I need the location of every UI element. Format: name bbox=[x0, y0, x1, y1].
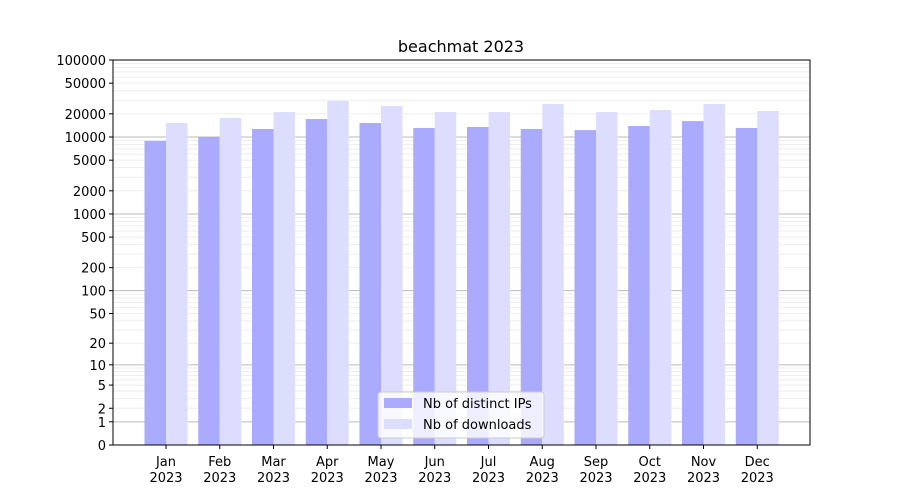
x-tick-label-line: 2023 bbox=[526, 471, 559, 486]
x-tick-label-line: Jan bbox=[155, 455, 176, 470]
y-axis: 0 12 5 10 20 50 100 200 500 1000 2000 5000 10000 2000… bbox=[56, 54, 113, 454]
bar-distinct-ips bbox=[144, 140, 166, 445]
x-tick-label-line: May bbox=[368, 455, 395, 470]
x-tick-label-line: 2023 bbox=[257, 471, 290, 486]
bar-distinct-ips bbox=[198, 136, 220, 446]
bar-downloads bbox=[434, 112, 457, 446]
bar-distinct-ips bbox=[735, 127, 758, 445]
x-tick-label-line: Jul bbox=[480, 455, 497, 470]
x-tick-label-line: 2023 bbox=[149, 471, 182, 486]
bar-distinct-ips bbox=[467, 126, 489, 445]
x-tick-label-line: Mar bbox=[261, 455, 286, 470]
chart-title: beachmat 2023 bbox=[398, 37, 524, 56]
bar-downloads bbox=[488, 112, 510, 446]
y-tick-label: 1 bbox=[98, 416, 106, 431]
x-tick-label-line: 2023 bbox=[364, 471, 397, 486]
y-tick-label: 20 bbox=[89, 337, 106, 352]
x-tick-label-line: 2023 bbox=[633, 471, 666, 486]
bar-distinct-ips bbox=[520, 129, 543, 445]
x-tick-label-line: 2023 bbox=[311, 471, 344, 486]
bar-distinct-ips bbox=[628, 125, 650, 445]
bar-downloads bbox=[703, 104, 725, 445]
x-tick-label-line: 2023 bbox=[203, 471, 236, 486]
legend: Nb of distinct IPs Nb of downloads bbox=[377, 391, 545, 439]
y-tick-label: 50000 bbox=[65, 77, 106, 92]
legend-swatch bbox=[384, 419, 412, 429]
x-tick-label: May 2023 bbox=[364, 455, 397, 486]
bar-distinct-ips bbox=[359, 122, 381, 445]
y-tick-label: 10000 bbox=[65, 131, 106, 146]
x-tick-label: Jun 2023 bbox=[418, 455, 451, 486]
x-tick-label: Oct 2023 bbox=[633, 455, 666, 486]
x-tick-label-line: Apr bbox=[316, 455, 339, 470]
y-tick-label: 0 bbox=[98, 439, 106, 454]
y-tick-label: 5000 bbox=[73, 154, 106, 169]
x-tick-label: Aug 2023 bbox=[526, 455, 559, 486]
bar-downloads bbox=[273, 112, 295, 446]
plot-frame bbox=[112, 59, 811, 446]
x-tick-label: Nov 2023 bbox=[687, 455, 720, 486]
y-tick-label: 10 bbox=[89, 359, 106, 374]
legend-box bbox=[377, 391, 545, 439]
x-tick-label: Mar 2023 bbox=[257, 455, 290, 486]
bar-distinct-ips bbox=[305, 119, 328, 445]
y-tick-label: 1000 bbox=[73, 208, 106, 223]
bar-downloads bbox=[219, 117, 242, 445]
y-tick-label: 500 bbox=[81, 231, 106, 246]
x-tick-label-line: 2023 bbox=[472, 471, 505, 486]
x-tick-label-line: Jun bbox=[424, 455, 445, 470]
x-tick-label-line: Sep bbox=[584, 455, 609, 470]
legend-label: Nb of downloads bbox=[423, 418, 532, 433]
x-tick-label: Dec 2023 bbox=[741, 455, 774, 486]
bar-distinct-ips bbox=[574, 130, 596, 445]
bar-downloads bbox=[542, 104, 564, 445]
legend-swatch bbox=[384, 398, 412, 408]
x-tick-label-line: Dec bbox=[745, 455, 770, 470]
bar-distinct-ips bbox=[413, 127, 435, 445]
x-tick-label-line: 2023 bbox=[418, 471, 451, 486]
x-tick-label-line: Nov bbox=[691, 455, 717, 470]
bars bbox=[144, 100, 779, 446]
y-tick-label: 200 bbox=[81, 262, 106, 277]
x-tick-label-line: 2023 bbox=[579, 471, 612, 486]
x-tick-label: Jan 2023 bbox=[149, 455, 182, 486]
y-tick-label: 2 bbox=[98, 402, 106, 417]
y-tick-label: 100000 bbox=[56, 54, 106, 69]
bar-distinct-ips bbox=[252, 129, 274, 445]
x-tick-label: Sep 2023 bbox=[579, 455, 612, 486]
y-tick-label: 2000 bbox=[73, 185, 106, 200]
x-tick-label: Apr 2023 bbox=[311, 455, 344, 486]
bar-downloads bbox=[327, 100, 349, 445]
x-tick-label-line: Oct bbox=[639, 455, 661, 470]
x-tick-label-line: 2023 bbox=[741, 471, 774, 486]
y-tick-label: 20000 bbox=[65, 108, 106, 123]
x-tick-label-line: 2023 bbox=[687, 471, 720, 486]
legend-label: Nb of distinct IPs bbox=[423, 397, 532, 412]
bar-distinct-ips bbox=[682, 121, 704, 446]
bar-downloads bbox=[649, 110, 672, 445]
bar-downloads bbox=[166, 122, 188, 445]
y-tick-label: 100 bbox=[81, 285, 106, 300]
y-tick-label: 5 bbox=[98, 379, 106, 394]
x-tick-label-line: Aug bbox=[530, 455, 555, 470]
y-tick-label: 50 bbox=[89, 308, 106, 323]
x-tick-label: Jul 2023 bbox=[472, 455, 505, 486]
bar-downloads bbox=[596, 112, 618, 446]
bar-downloads bbox=[757, 110, 779, 445]
x-tick-label-line: Feb bbox=[208, 455, 231, 470]
bar-downloads bbox=[381, 105, 403, 445]
x-tick-label: Feb 2023 bbox=[203, 455, 236, 486]
